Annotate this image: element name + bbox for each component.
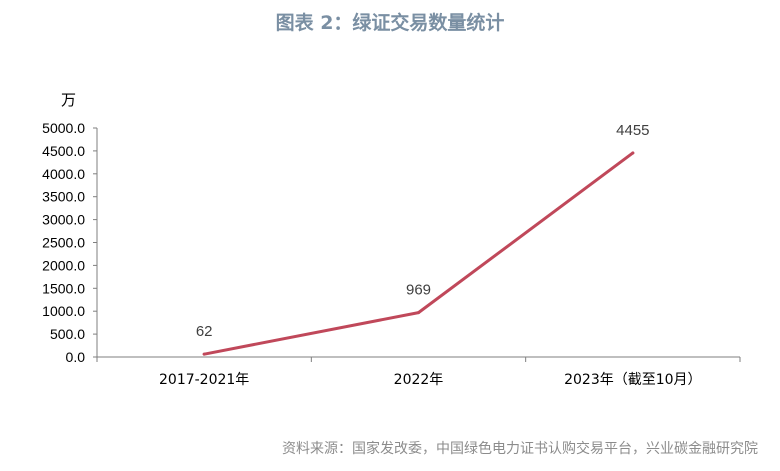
data-label: 969 [406,282,431,299]
y-tick-label: 0.0 [66,349,86,365]
y-tick-label: 5000.0 [42,120,85,136]
x-tick-label: 2017-2021年 [159,372,249,388]
y-axis-ticks: 0.0 500.0 1000.0 1500.0 2000.0 2500.0 3000.0 35… [42,120,97,365]
y-tick-label: 4500.0 [42,143,85,159]
data-point [631,151,635,155]
data-labels: 62 969 4455 [196,122,650,340]
series-line [202,151,635,356]
y-tick-label: 4000.0 [42,166,85,182]
y-tick-label: 1000.0 [42,303,85,319]
y-axis-unit-label: 万 [61,91,77,109]
x-tick-label: 2022年 [394,372,444,388]
data-point [202,352,206,356]
source-note: 资料来源：国家发改委，中国绿色电力证书认购交易平台，兴业碳金融研究院 [282,441,758,457]
y-tick-label: 2000.0 [42,257,85,273]
x-tick-label: 2023年（截至10月） [564,372,701,388]
y-tick-label: 3500.0 [42,189,85,205]
x-axis-ticks: 2017-2021年 2022年 2023年（截至10月） [96,357,741,388]
y-tick-label: 2500.0 [42,235,85,251]
y-tick-label: 1500.0 [42,280,85,296]
chart-axes [96,128,740,358]
data-label: 4455 [616,122,649,139]
y-tick-label: 3000.0 [42,212,85,228]
y-tick-label: 500.0 [50,326,85,342]
data-series [202,151,635,356]
data-point [417,311,420,315]
chart-title: 图表 2：绿证交易数量统计 [275,12,505,34]
data-label: 62 [196,323,213,340]
